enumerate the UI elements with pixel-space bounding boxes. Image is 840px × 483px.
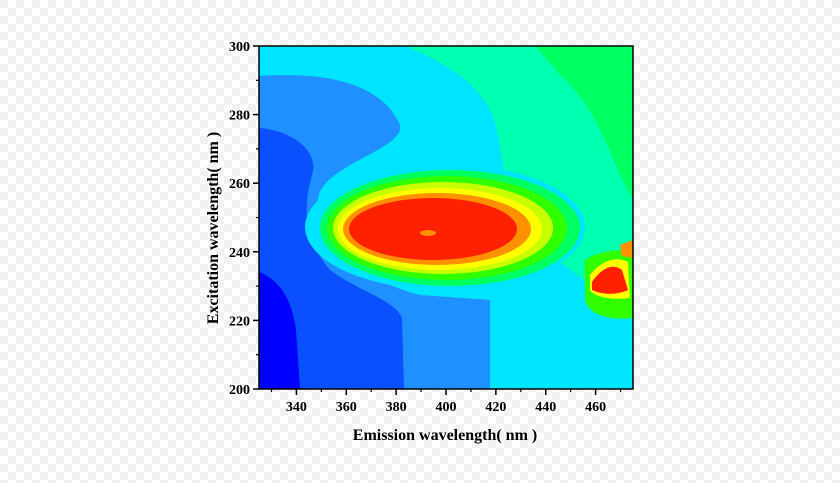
contour-level-blue [259, 128, 404, 389]
x-axis: 340 360 380 400 420 440 460 [270, 389, 622, 415]
edge-peak-orange [620, 240, 633, 258]
x-tick-label: 380 [386, 400, 407, 415]
y-tick-label: 200 [229, 383, 250, 398]
y-axis: 200 220 240 260 280 300 [229, 40, 259, 398]
x-tick-label: 340 [286, 400, 307, 415]
x-tick-label: 460 [585, 400, 606, 415]
y-tick-label: 260 [229, 177, 250, 192]
x-tick-label: 400 [436, 400, 457, 415]
y-tick-label: 280 [229, 109, 250, 124]
y-tick-label: 300 [229, 40, 250, 55]
contour-level-deepblue [259, 272, 300, 389]
y-tick-label: 220 [229, 314, 250, 329]
contour-level-green [535, 46, 633, 200]
peak-center-spot [420, 230, 436, 236]
x-tick-label: 360 [336, 400, 357, 415]
y-tick-label: 240 [229, 246, 250, 261]
x-tick-label: 420 [485, 400, 506, 415]
contour-levels [259, 46, 633, 390]
peak-ring-red [349, 198, 517, 260]
y-axis-title: Excitation wavelength( nm ) [205, 132, 222, 324]
secondary-peak-red [592, 266, 628, 294]
x-axis-title: Emission wavelength( nm ) [353, 427, 537, 444]
x-tick-label: 440 [535, 400, 556, 415]
